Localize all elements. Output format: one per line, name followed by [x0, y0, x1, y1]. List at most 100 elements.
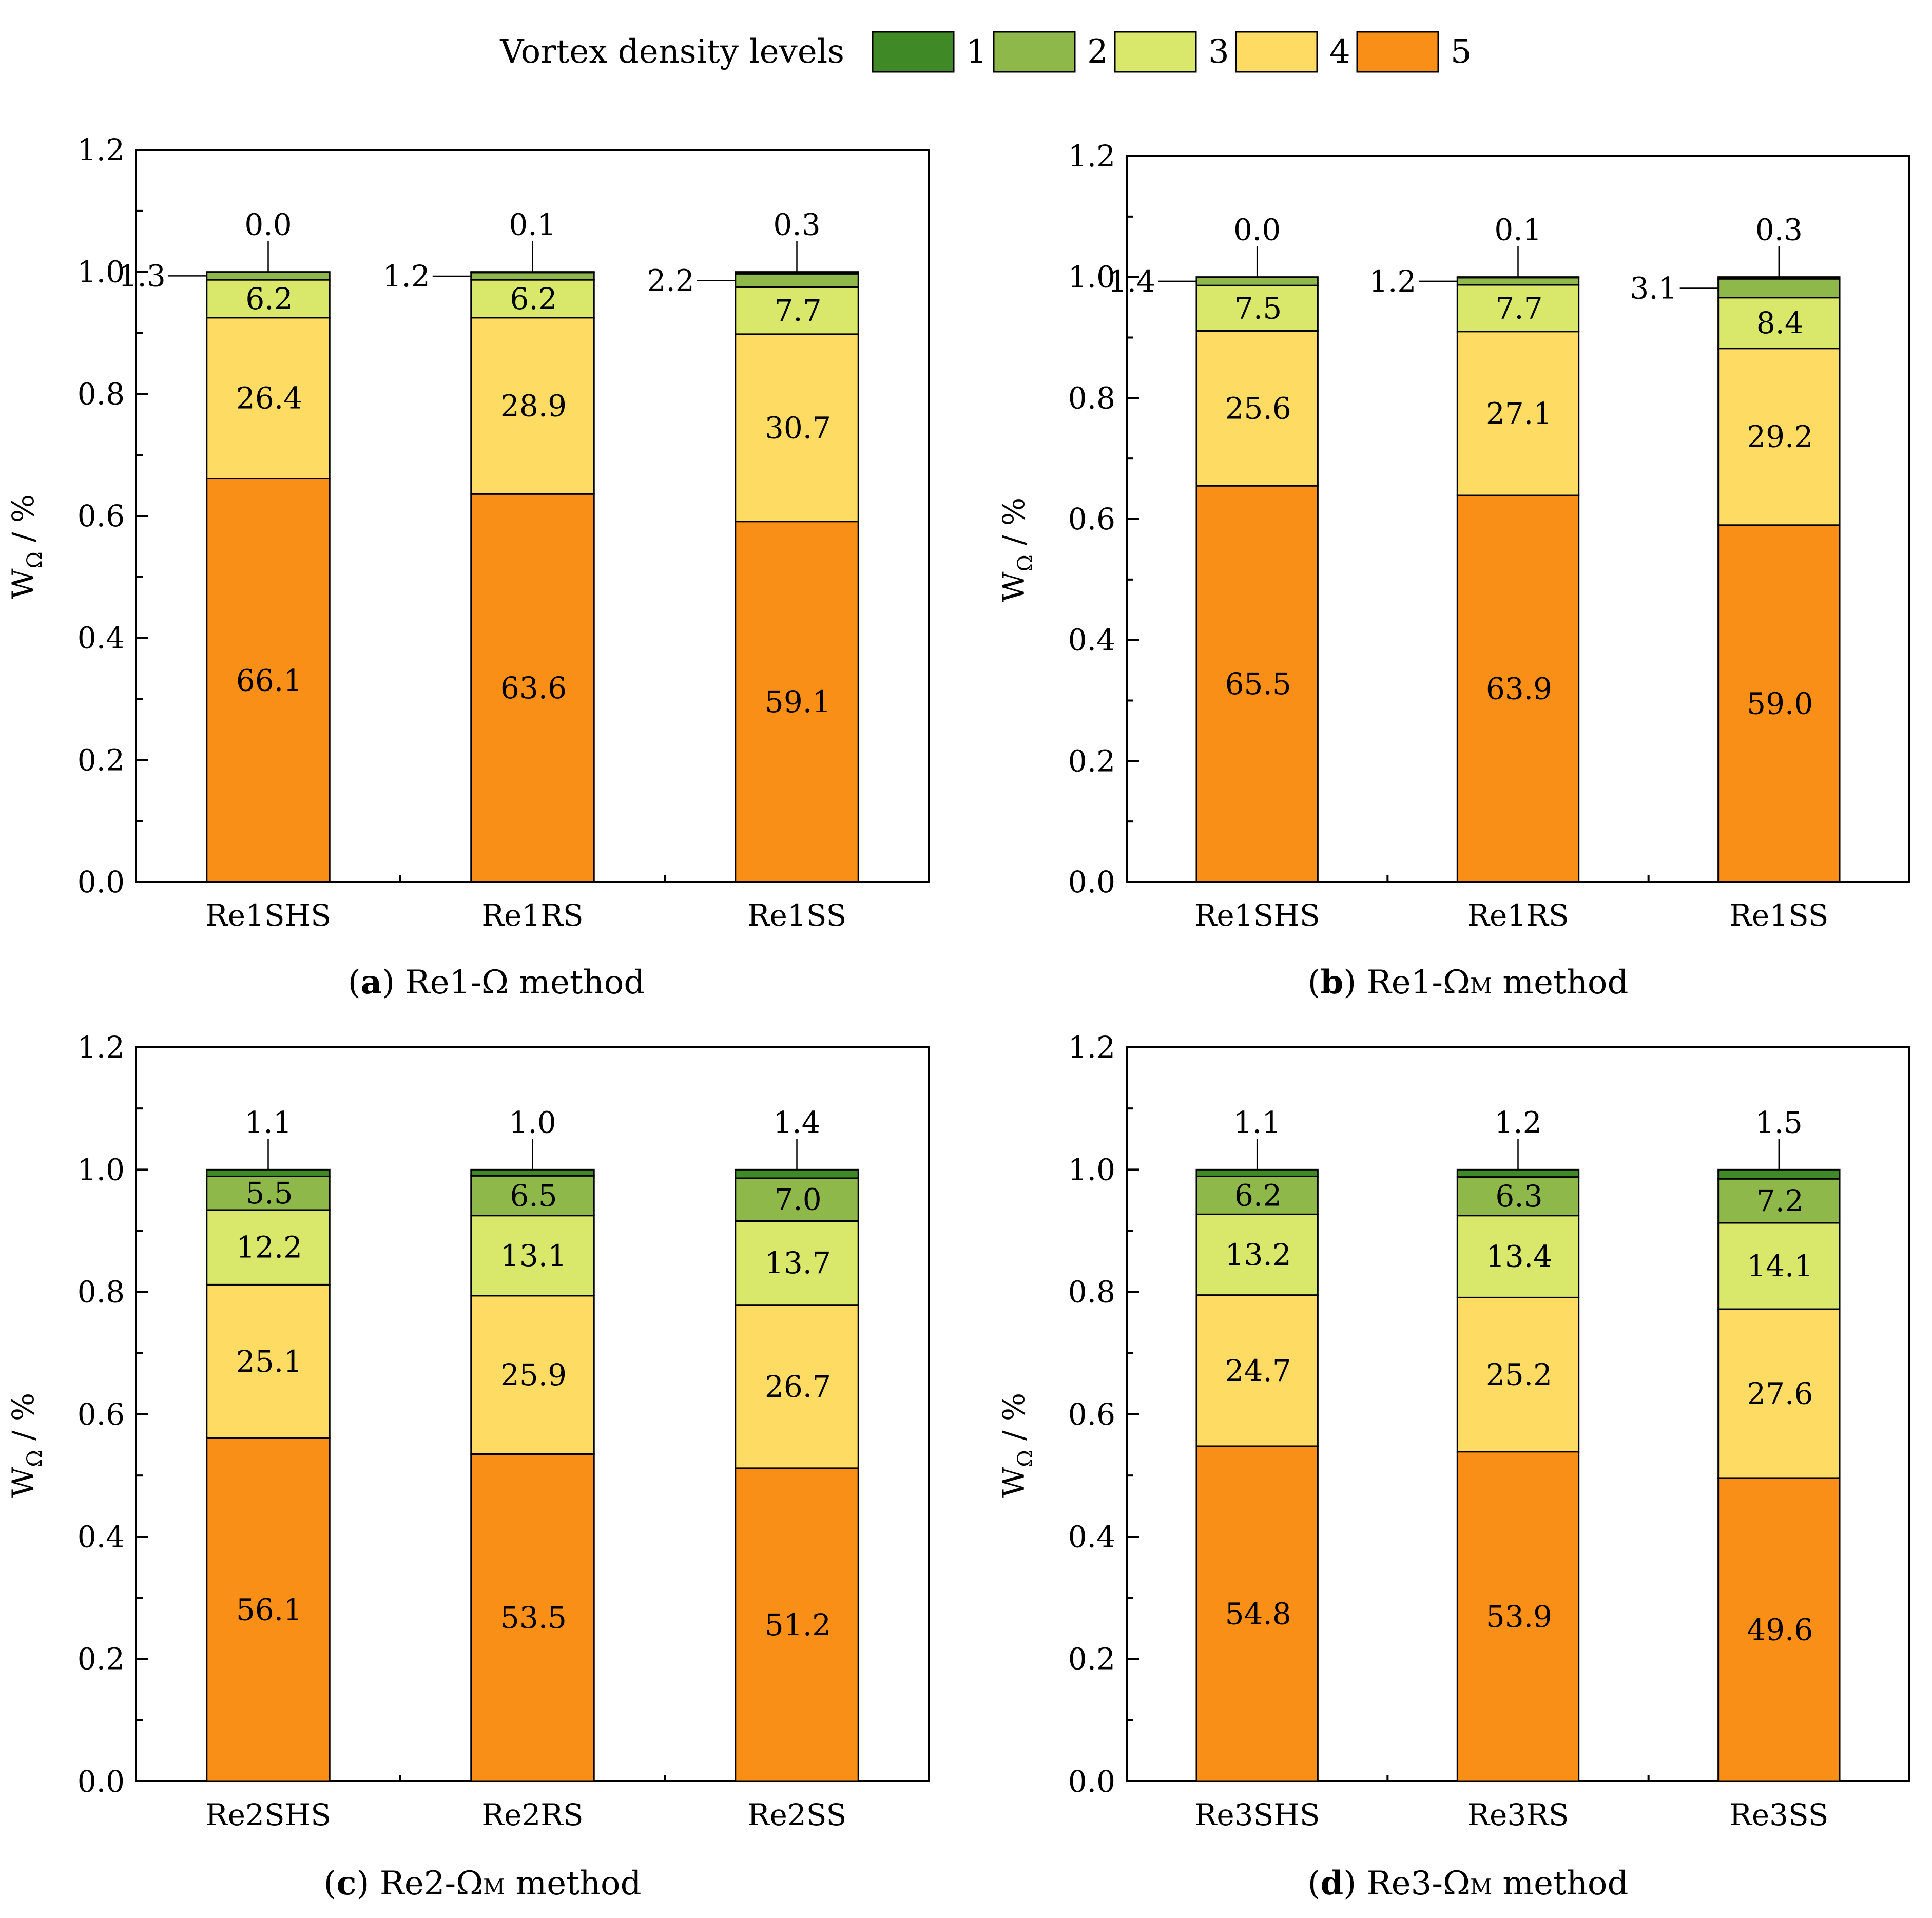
bar-segment-level-4 — [470, 1295, 595, 1455]
chart-panel-c: 0.0 0.2 0.4 0.6 0.8 1.0 1.2 WΩ / % Re2SHS 56.1 25.… — [6, 1030, 930, 1903]
segment-label-level-3: 6.2 — [245, 281, 293, 316]
segment-label-level-5: 51.2 — [765, 1607, 831, 1642]
bar-segment-level-2 — [206, 1175, 331, 1211]
y-tick-label: 0.4 — [1068, 623, 1115, 658]
callout-label-level-2: 1.4 — [1108, 264, 1155, 299]
segment-label-level-3: 8.4 — [1756, 305, 1804, 340]
bar-segment-level-1 — [735, 1168, 859, 1179]
x-tick-label: Re3RS — [1467, 1797, 1569, 1832]
bar-segment-level-1 — [735, 271, 859, 275]
segment-label-level-3: 7.7 — [774, 293, 821, 328]
segment-label-level-5: 53.9 — [1486, 1599, 1552, 1634]
bar-segment-level-2 — [735, 1177, 859, 1222]
segment-label-level-4: 27.6 — [1747, 1376, 1813, 1411]
y-tick-label: 0.6 — [78, 498, 125, 533]
callout-label-level-1: 0.0 — [1233, 213, 1281, 247]
segment-label-level-3: 13.7 — [765, 1245, 831, 1280]
callout-label-level-1: 0.1 — [509, 207, 556, 242]
bar-segment-level-2 — [470, 1175, 595, 1217]
callout-label-level-1: 0.3 — [773, 207, 820, 242]
y-tick-label: 0.4 — [78, 621, 125, 656]
x-tick-label: Re1SS — [1729, 898, 1828, 933]
segment-label-level-4: 27.1 — [1486, 396, 1552, 431]
bar-segment-level-2 — [735, 273, 859, 288]
bar-segment-level-2 — [1717, 278, 1841, 299]
segment-label-level-4: 26.7 — [765, 1369, 831, 1404]
bar-segment-level-2 — [1456, 1176, 1580, 1217]
segment-label-level-3: 13.1 — [500, 1238, 567, 1273]
x-tick-label: Re1SHS — [1194, 898, 1320, 933]
callout-label-level-1: 1.2 — [1494, 1105, 1541, 1140]
segment-label-level-5: 65.5 — [1225, 666, 1291, 701]
segment-label-level-5: 63.9 — [1486, 672, 1552, 706]
callout-label-level-1: 0.0 — [244, 207, 292, 242]
y-tick-label: 1.2 — [1068, 1030, 1115, 1065]
legend-swatch-level-5 — [1356, 31, 1439, 73]
y-tick-label: 0.4 — [78, 1519, 125, 1554]
bar-segment-level-3 — [1195, 284, 1319, 332]
segment-label-level-2: 7.2 — [1756, 1183, 1804, 1218]
bar-segment-level-5 — [1195, 485, 1319, 883]
segment-label-level-5: 54.8 — [1225, 1596, 1291, 1631]
bar-segment-level-4 — [1456, 331, 1580, 496]
x-tick-label: Re1RS — [481, 898, 583, 933]
x-tick-label: Re2RS — [481, 1797, 583, 1832]
segment-label-level-4: 28.9 — [500, 389, 567, 424]
segment-label-level-2: 7.0 — [774, 1182, 821, 1217]
y-tick-label: 0.6 — [78, 1397, 125, 1432]
y-tick-label: 0.0 — [78, 1764, 125, 1799]
segment-label-level-5: 53.5 — [500, 1600, 567, 1635]
segment-label-level-4: 26.4 — [236, 381, 302, 416]
callout-label-level-1: 1.1 — [244, 1105, 292, 1140]
callout-label-level-2: 1.3 — [119, 258, 166, 293]
callout-label-level-2: 1.2 — [383, 259, 430, 294]
bar-segment-level-5 — [1195, 1445, 1319, 1782]
segment-label-level-2: 6.3 — [1495, 1179, 1542, 1214]
y-axis-label: WΩ / % — [996, 497, 1037, 602]
bar-segment-level-5 — [1717, 524, 1841, 883]
chart-panel-d: 0.0 0.2 0.4 0.6 0.8 1.0 1.2 WΩ / % Re3SHS 54.8 24.… — [996, 1030, 1910, 1903]
legend-title: Vortex density levels — [499, 33, 844, 71]
segment-label-level-3: 14.1 — [1747, 1249, 1813, 1283]
bar-segment-level-1 — [1717, 276, 1841, 280]
y-axis-label: WΩ / % — [6, 494, 47, 599]
legend-swatch-level-3 — [1114, 31, 1197, 73]
bar-segment-level-1 — [1456, 1168, 1580, 1178]
bar-segment-level-3 — [735, 1220, 859, 1306]
bar-segment-level-5 — [470, 1453, 595, 1782]
y-tick-label: 0.8 — [78, 1275, 125, 1310]
y-tick-label: 0.8 — [1068, 1275, 1115, 1310]
panel-caption: (c) Re2-ΩM method — [323, 1864, 641, 1903]
callout-label-level-1: 1.1 — [1233, 1105, 1281, 1140]
y-tick-label: 1.2 — [78, 132, 125, 167]
chart-panel-b: 0.0 0.2 0.4 0.6 0.8 1.0 1.2 WΩ / % Re1SHS 65.5 25.… — [996, 139, 1910, 1002]
legend-label-level-3: 3 — [1208, 33, 1229, 71]
bar-segment-level-5 — [735, 1467, 859, 1782]
legend-swatch-level-4 — [1235, 31, 1318, 73]
bar-segment-level-3 — [1456, 1215, 1580, 1298]
chart-panels: 0.0 0.2 0.4 0.6 0.8 1.0 1.2 WΩ / % Re1SHS 66.1 26.… — [6, 132, 1910, 1903]
callout-label-level-1: 1.4 — [773, 1105, 820, 1140]
y-tick-label: 0.4 — [1068, 1519, 1115, 1554]
bar-segment-level-1 — [470, 271, 595, 274]
bar-segment-level-2 — [1717, 1178, 1841, 1224]
bar-segment-level-2 — [1456, 277, 1580, 286]
bar-segment-level-1 — [1195, 1168, 1319, 1177]
y-tick-label: 1.2 — [1068, 139, 1115, 174]
segment-label-level-5: 63.6 — [500, 670, 567, 705]
y-tick-label: 1.0 — [78, 255, 125, 290]
y-tick-label: 1.2 — [78, 1030, 125, 1065]
segment-label-level-5: 49.6 — [1747, 1612, 1813, 1647]
bar-segment-level-2 — [470, 272, 595, 281]
segment-label-level-2: 6.2 — [1234, 1178, 1282, 1213]
callout-label-level-2: 1.2 — [1369, 264, 1416, 299]
segment-label-level-4: 25.2 — [1486, 1357, 1552, 1392]
x-tick-label: Re1RS — [1467, 898, 1569, 933]
segment-label-level-3: 7.7 — [1495, 291, 1542, 325]
segment-label-level-4: 25.6 — [1225, 391, 1291, 426]
legend-swatch-level-2 — [993, 31, 1076, 73]
segment-label-level-4: 24.7 — [1225, 1353, 1291, 1388]
y-tick-label: 0.6 — [1068, 1397, 1115, 1432]
segment-label-level-3: 7.5 — [1234, 291, 1282, 325]
